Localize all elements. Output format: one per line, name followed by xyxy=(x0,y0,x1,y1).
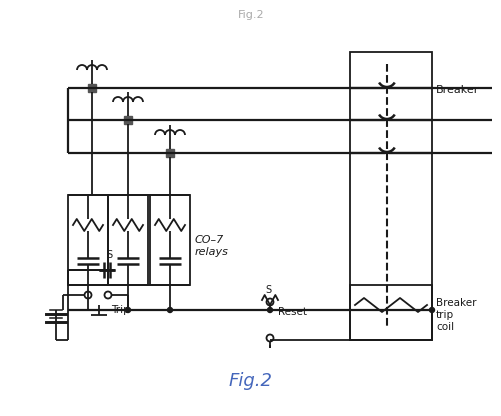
Bar xyxy=(124,116,132,124)
Bar xyxy=(150,195,189,285)
Text: Trip: Trip xyxy=(111,305,129,315)
Bar xyxy=(88,84,96,92)
Text: CO–7
relays: CO–7 relays xyxy=(194,235,228,257)
Text: Breaker: Breaker xyxy=(435,85,478,95)
Bar xyxy=(349,285,431,340)
Bar xyxy=(68,195,108,285)
Circle shape xyxy=(429,307,434,312)
Text: Fig.2: Fig.2 xyxy=(237,10,264,20)
Circle shape xyxy=(125,307,130,312)
Circle shape xyxy=(167,307,172,312)
Text: Fig.2: Fig.2 xyxy=(228,372,273,390)
Text: Breaker
trip
coil: Breaker trip coil xyxy=(435,297,475,332)
Bar xyxy=(108,195,148,285)
Bar xyxy=(166,149,174,157)
Circle shape xyxy=(267,307,272,312)
Text: S: S xyxy=(265,285,271,295)
Text: Reset: Reset xyxy=(278,307,307,317)
Text: S: S xyxy=(106,250,112,260)
Bar xyxy=(349,52,431,340)
